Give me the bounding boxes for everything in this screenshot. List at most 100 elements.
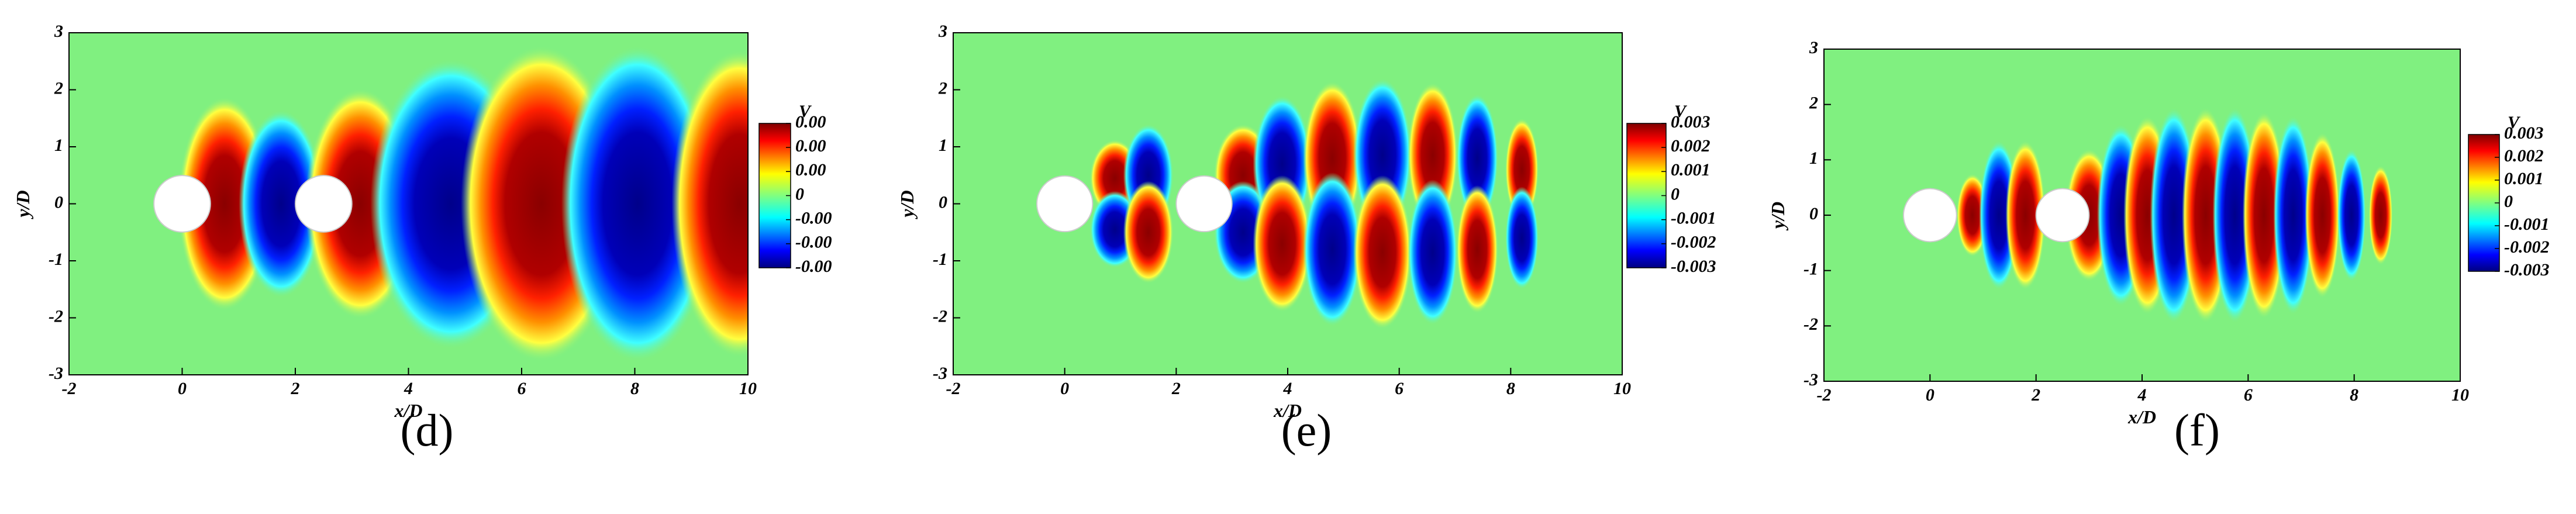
colorbar xyxy=(2468,134,2500,272)
x-tick-label: 2 xyxy=(1171,379,1181,398)
colorbar-tick-label: -0.001 xyxy=(1671,209,1716,228)
x-tick-label: -2 xyxy=(1817,385,1832,405)
x-tick-label: 0 xyxy=(1060,379,1069,398)
vortex xyxy=(561,45,714,363)
colorbar-title: V xyxy=(799,102,812,121)
vortex xyxy=(1456,94,1498,223)
colorbar-tick-label: -0.002 xyxy=(1671,233,1716,252)
x-tick-label: 2 xyxy=(2031,385,2040,405)
y-tick-label: -2 xyxy=(1803,315,1818,334)
y-tick-label: 2 xyxy=(1809,94,1818,113)
x-tick-label: 0 xyxy=(1926,385,1934,405)
colorbar-title: V xyxy=(2508,113,2521,132)
y-tick-label: 3 xyxy=(938,22,947,41)
vortex xyxy=(239,109,324,298)
x-tick-label: 10 xyxy=(1613,379,1631,398)
colorbar-tick-label: 0.003 xyxy=(2504,123,2544,143)
colorbar-tick-label: -0.00 xyxy=(795,233,832,252)
y-tick-label: -3 xyxy=(49,364,63,383)
x-tick-label: 4 xyxy=(404,379,413,398)
contour-field xyxy=(1824,49,2460,381)
panel-caption: (f) xyxy=(2174,405,2220,456)
colorbar-tick-label: -0.002 xyxy=(2504,237,2550,257)
colorbar-tick-label: -0.001 xyxy=(2504,215,2550,234)
cylinder xyxy=(295,175,353,233)
y-tick-label: 0 xyxy=(1809,204,1818,223)
x-tick-label: -2 xyxy=(62,379,77,398)
y-tick-label: -1 xyxy=(933,250,947,269)
colorbar-tick-label: 0.001 xyxy=(2504,169,2544,188)
colorbar-tick-label: 0 xyxy=(2504,192,2513,211)
y-tick-label: 3 xyxy=(1809,38,1818,57)
y-tick-label: 1 xyxy=(939,136,947,155)
y-axis-label: y/D xyxy=(896,190,918,219)
y-tick-label: 2 xyxy=(54,78,63,98)
cylinder xyxy=(153,175,211,233)
x-tick-label: -2 xyxy=(946,379,961,398)
colorbar-tick-label: 0.00 xyxy=(795,112,826,132)
x-tick-label: 10 xyxy=(2451,385,2469,405)
vortex xyxy=(2005,140,2046,290)
colorbar-tick-label: 0.00 xyxy=(795,136,826,156)
colorbar-tick-label: 0.003 xyxy=(1671,112,1711,132)
y-tick-label: -1 xyxy=(1803,260,1818,279)
x-tick-label: 6 xyxy=(2244,385,2253,405)
cylinder xyxy=(1903,188,1957,243)
cylinder xyxy=(2035,188,2090,243)
y-tick-label: 0 xyxy=(54,192,63,212)
colorbar-tick-label: -0.003 xyxy=(2504,260,2550,280)
y-tick-label: 2 xyxy=(938,78,947,98)
y-axis-label: y/D xyxy=(12,190,33,219)
vortex xyxy=(1407,180,1458,325)
x-tick-label: 8 xyxy=(2350,385,2358,405)
panel-caption: (d) xyxy=(401,405,454,456)
x-tick-label: 6 xyxy=(518,379,526,398)
y-tick-label: -1 xyxy=(49,250,63,269)
colorbar-tick-label: -0.00 xyxy=(795,257,832,276)
y-tick-label: -2 xyxy=(49,306,63,326)
vortex xyxy=(2305,132,2340,298)
vortex xyxy=(1253,175,1312,312)
vortex xyxy=(2273,115,2313,315)
x-tick-label: 4 xyxy=(1283,379,1292,398)
vortex xyxy=(1353,175,1412,329)
y-tick-label: 0 xyxy=(939,192,947,212)
x-tick-label: 10 xyxy=(739,379,757,398)
vortex xyxy=(2242,111,2286,319)
colorbar-tick-label: 0 xyxy=(795,184,804,203)
cylinder xyxy=(1036,175,1094,233)
colorbar-tick-label: 0.002 xyxy=(1671,136,1711,156)
y-tick-label: -3 xyxy=(933,364,947,383)
colorbar-tick-label: -0.00 xyxy=(795,209,832,228)
colorbar-tick-label: -0.003 xyxy=(1671,257,1716,276)
contour-field xyxy=(953,33,1622,375)
y-tick-label: 1 xyxy=(1809,149,1818,168)
vortex xyxy=(1303,172,1362,327)
y-tick-label: -2 xyxy=(933,306,947,326)
x-tick-label: 6 xyxy=(1395,379,1403,398)
cylinder xyxy=(1175,175,1233,233)
x-axis-label: x/D xyxy=(2127,406,2156,427)
x-axis-label: x/D xyxy=(394,400,423,421)
y-tick-label: 3 xyxy=(54,22,63,41)
colorbar-tick-label: 0.001 xyxy=(1671,160,1711,180)
x-tick-label: 8 xyxy=(630,379,639,398)
panel-caption: (e) xyxy=(1281,405,1332,456)
vortex xyxy=(1123,181,1174,284)
colorbar-tick-label: 0.00 xyxy=(795,160,826,180)
y-tick-label: 1 xyxy=(54,136,63,155)
colorbar-tick-label: 0 xyxy=(1671,184,1680,203)
vortex xyxy=(1505,187,1539,289)
colorbar xyxy=(1626,123,1667,268)
colorbar xyxy=(758,123,791,268)
x-tick-label: 8 xyxy=(1506,379,1515,398)
x-tick-label: 0 xyxy=(178,379,187,398)
colorbar-title: V xyxy=(1674,102,1688,121)
vortex xyxy=(2368,165,2393,265)
colorbar-tick-label: 0.002 xyxy=(2504,146,2544,165)
x-tick-label: 4 xyxy=(2137,385,2147,405)
contour-field xyxy=(69,33,748,375)
vortex xyxy=(671,50,748,358)
vortex xyxy=(1456,185,1498,314)
